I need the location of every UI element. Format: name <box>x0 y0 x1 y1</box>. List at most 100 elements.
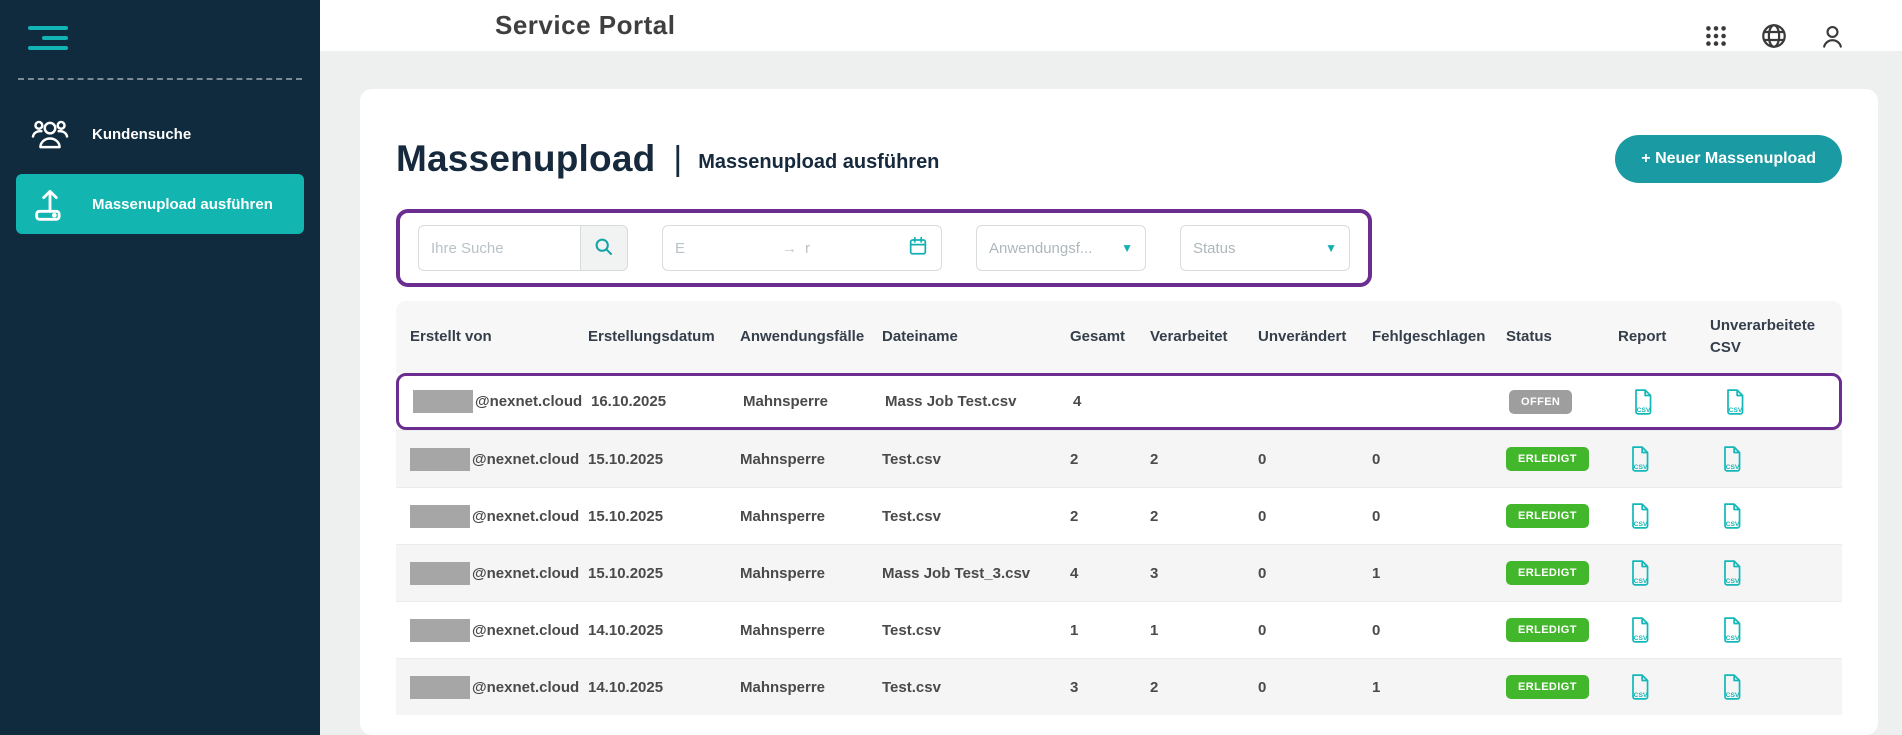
redacted-text <box>410 676 470 699</box>
svg-text:CSV: CSV <box>1634 635 1648 642</box>
table-row: @nexnet.cloud 15.10.2025 Mahnsperre Test… <box>396 487 1842 544</box>
status-select-value: Status <box>1193 240 1236 257</box>
created-date-value: 16.10.2025 <box>577 393 729 410</box>
total-value: 2 <box>1056 451 1136 468</box>
created-date-value: 15.10.2025 <box>574 451 726 468</box>
filename-value: Test.csv <box>868 679 1056 696</box>
filename-value: Test.csv <box>868 508 1056 525</box>
sidebar-nav: Kundensuche Massenupload ausführen <box>0 104 320 234</box>
redacted-text <box>413 390 473 413</box>
table-row: @nexnet.cloud 16.10.2025 Mahnsperre Mass… <box>396 373 1842 430</box>
total-value: 3 <box>1056 679 1136 696</box>
table-row: @nexnet.cloud 15.10.2025 Mahnsperre Test… <box>396 430 1842 487</box>
new-massenupload-button[interactable]: + Neuer Massenupload <box>1615 135 1842 183</box>
search-button[interactable] <box>580 225 628 271</box>
created-by-value: @nexnet.cloud <box>475 393 582 410</box>
total-value: 2 <box>1056 508 1136 525</box>
chevron-down-icon: ▼ <box>1325 241 1337 255</box>
failed-value: 1 <box>1358 679 1492 696</box>
apps-grid-icon[interactable] <box>1702 22 1730 50</box>
filter-bar: E → r Anwendungsf... ▼ <box>396 209 1372 287</box>
unprocessed-csv-download-icon[interactable]: CSV <box>1720 673 1744 701</box>
usecase-select[interactable]: Anwendungsf... ▼ <box>976 225 1146 271</box>
col-erstellt-von: Erstellt von <box>396 326 574 348</box>
filename-value: Test.csv <box>868 622 1056 639</box>
date-range-picker[interactable]: E → r <box>662 225 942 271</box>
menu-toggle-icon[interactable] <box>28 26 72 50</box>
col-unverarbeitete-csv: Unverarbeitete CSV <box>1696 315 1828 359</box>
chevron-down-icon: ▼ <box>1121 241 1133 255</box>
col-gesamt: Gesamt <box>1056 326 1136 348</box>
created-date-value: 15.10.2025 <box>574 508 726 525</box>
unprocessed-csv-download-icon[interactable]: CSV <box>1723 388 1747 416</box>
svg-text:CSV: CSV <box>1726 692 1740 699</box>
date-range-arrow-icon: → <box>782 240 797 257</box>
processed-value: 2 <box>1136 679 1244 696</box>
col-anwendungsfaelle: Anwendungsfälle <box>726 326 868 348</box>
status-badge: ERLEDIGT <box>1506 561 1589 585</box>
filename-value: Mass Job Test_3.csv <box>868 565 1056 582</box>
report-csv-download-icon[interactable]: CSV <box>1628 559 1652 587</box>
created-by-value: @nexnet.cloud <box>472 508 579 525</box>
unprocessed-csv-download-icon[interactable]: CSV <box>1720 445 1744 473</box>
main-area: Service Portal <box>320 0 1902 735</box>
users-icon <box>30 114 70 154</box>
page-title: Massenupload <box>396 138 655 180</box>
report-csv-download-icon[interactable]: CSV <box>1628 502 1652 530</box>
svg-text:CSV: CSV <box>1634 464 1648 471</box>
processed-value: 1 <box>1136 622 1244 639</box>
sidebar-item-kundensuche[interactable]: Kundensuche <box>16 104 304 164</box>
created-by-value: @nexnet.cloud <box>472 451 579 468</box>
usecase-value: Mahnsperre <box>726 565 868 582</box>
sidebar-item-label: Kundensuche <box>92 126 191 143</box>
usecase-value: Mahnsperre <box>729 393 871 410</box>
app-title: Service Portal <box>495 10 675 41</box>
topbar-icons <box>1702 22 1846 50</box>
created-date-value: 14.10.2025 <box>574 679 726 696</box>
processed-value: 3 <box>1136 565 1244 582</box>
date-end-placeholder: r <box>805 240 810 257</box>
failed-value: 0 <box>1358 508 1492 525</box>
unchanged-value: 0 <box>1244 679 1358 696</box>
status-select[interactable]: Status ▼ <box>1180 225 1350 271</box>
table-row: @nexnet.cloud 14.10.2025 Mahnsperre Test… <box>396 658 1842 715</box>
svg-text:CSV: CSV <box>1729 407 1743 414</box>
report-csv-download-icon[interactable]: CSV <box>1631 388 1655 416</box>
table-row: @nexnet.cloud 14.10.2025 Mahnsperre Test… <box>396 601 1842 658</box>
svg-text:CSV: CSV <box>1726 578 1740 585</box>
redacted-text <box>410 448 470 471</box>
page-subtitle: Massenupload ausführen <box>698 151 939 174</box>
unchanged-value: 0 <box>1244 565 1358 582</box>
sidebar-item-label: Massenupload ausführen <box>92 196 273 213</box>
report-csv-download-icon[interactable]: CSV <box>1628 445 1652 473</box>
status-badge: OFFEN <box>1509 390 1572 414</box>
user-icon[interactable] <box>1818 22 1846 50</box>
uploads-table: Erstellt von Erstellungsdatum Anwendungs… <box>396 301 1842 715</box>
col-unveraendert: Unverändert <box>1244 326 1358 348</box>
redacted-text <box>410 505 470 528</box>
processed-value: 2 <box>1136 451 1244 468</box>
status-badge: ERLEDIGT <box>1506 504 1589 528</box>
topbar: Service Portal <box>320 0 1902 51</box>
col-status: Status <box>1492 326 1604 348</box>
col-verarbeitet: Verarbeitet <box>1136 326 1244 348</box>
table-row: @nexnet.cloud 15.10.2025 Mahnsperre Mass… <box>396 544 1842 601</box>
failed-value: 0 <box>1358 622 1492 639</box>
sidebar-item-massenupload[interactable]: Massenupload ausführen <box>16 174 304 234</box>
unprocessed-csv-download-icon[interactable]: CSV <box>1720 502 1744 530</box>
search-input[interactable] <box>418 225 580 271</box>
usecase-value: Mahnsperre <box>726 679 868 696</box>
created-date-value: 15.10.2025 <box>574 565 726 582</box>
report-csv-download-icon[interactable]: CSV <box>1628 673 1652 701</box>
unprocessed-csv-download-icon[interactable]: CSV <box>1720 616 1744 644</box>
report-csv-download-icon[interactable]: CSV <box>1628 616 1652 644</box>
globe-icon[interactable] <box>1760 22 1788 50</box>
page-content: Massenupload | Massenupload ausführen + … <box>320 51 1902 735</box>
usecase-value: Mahnsperre <box>726 622 868 639</box>
filename-value: Test.csv <box>868 451 1056 468</box>
redacted-text <box>410 562 470 585</box>
col-report: Report <box>1604 326 1696 348</box>
status-badge: ERLEDIGT <box>1506 618 1589 642</box>
unprocessed-csv-download-icon[interactable]: CSV <box>1720 559 1744 587</box>
search-icon <box>592 235 616 262</box>
